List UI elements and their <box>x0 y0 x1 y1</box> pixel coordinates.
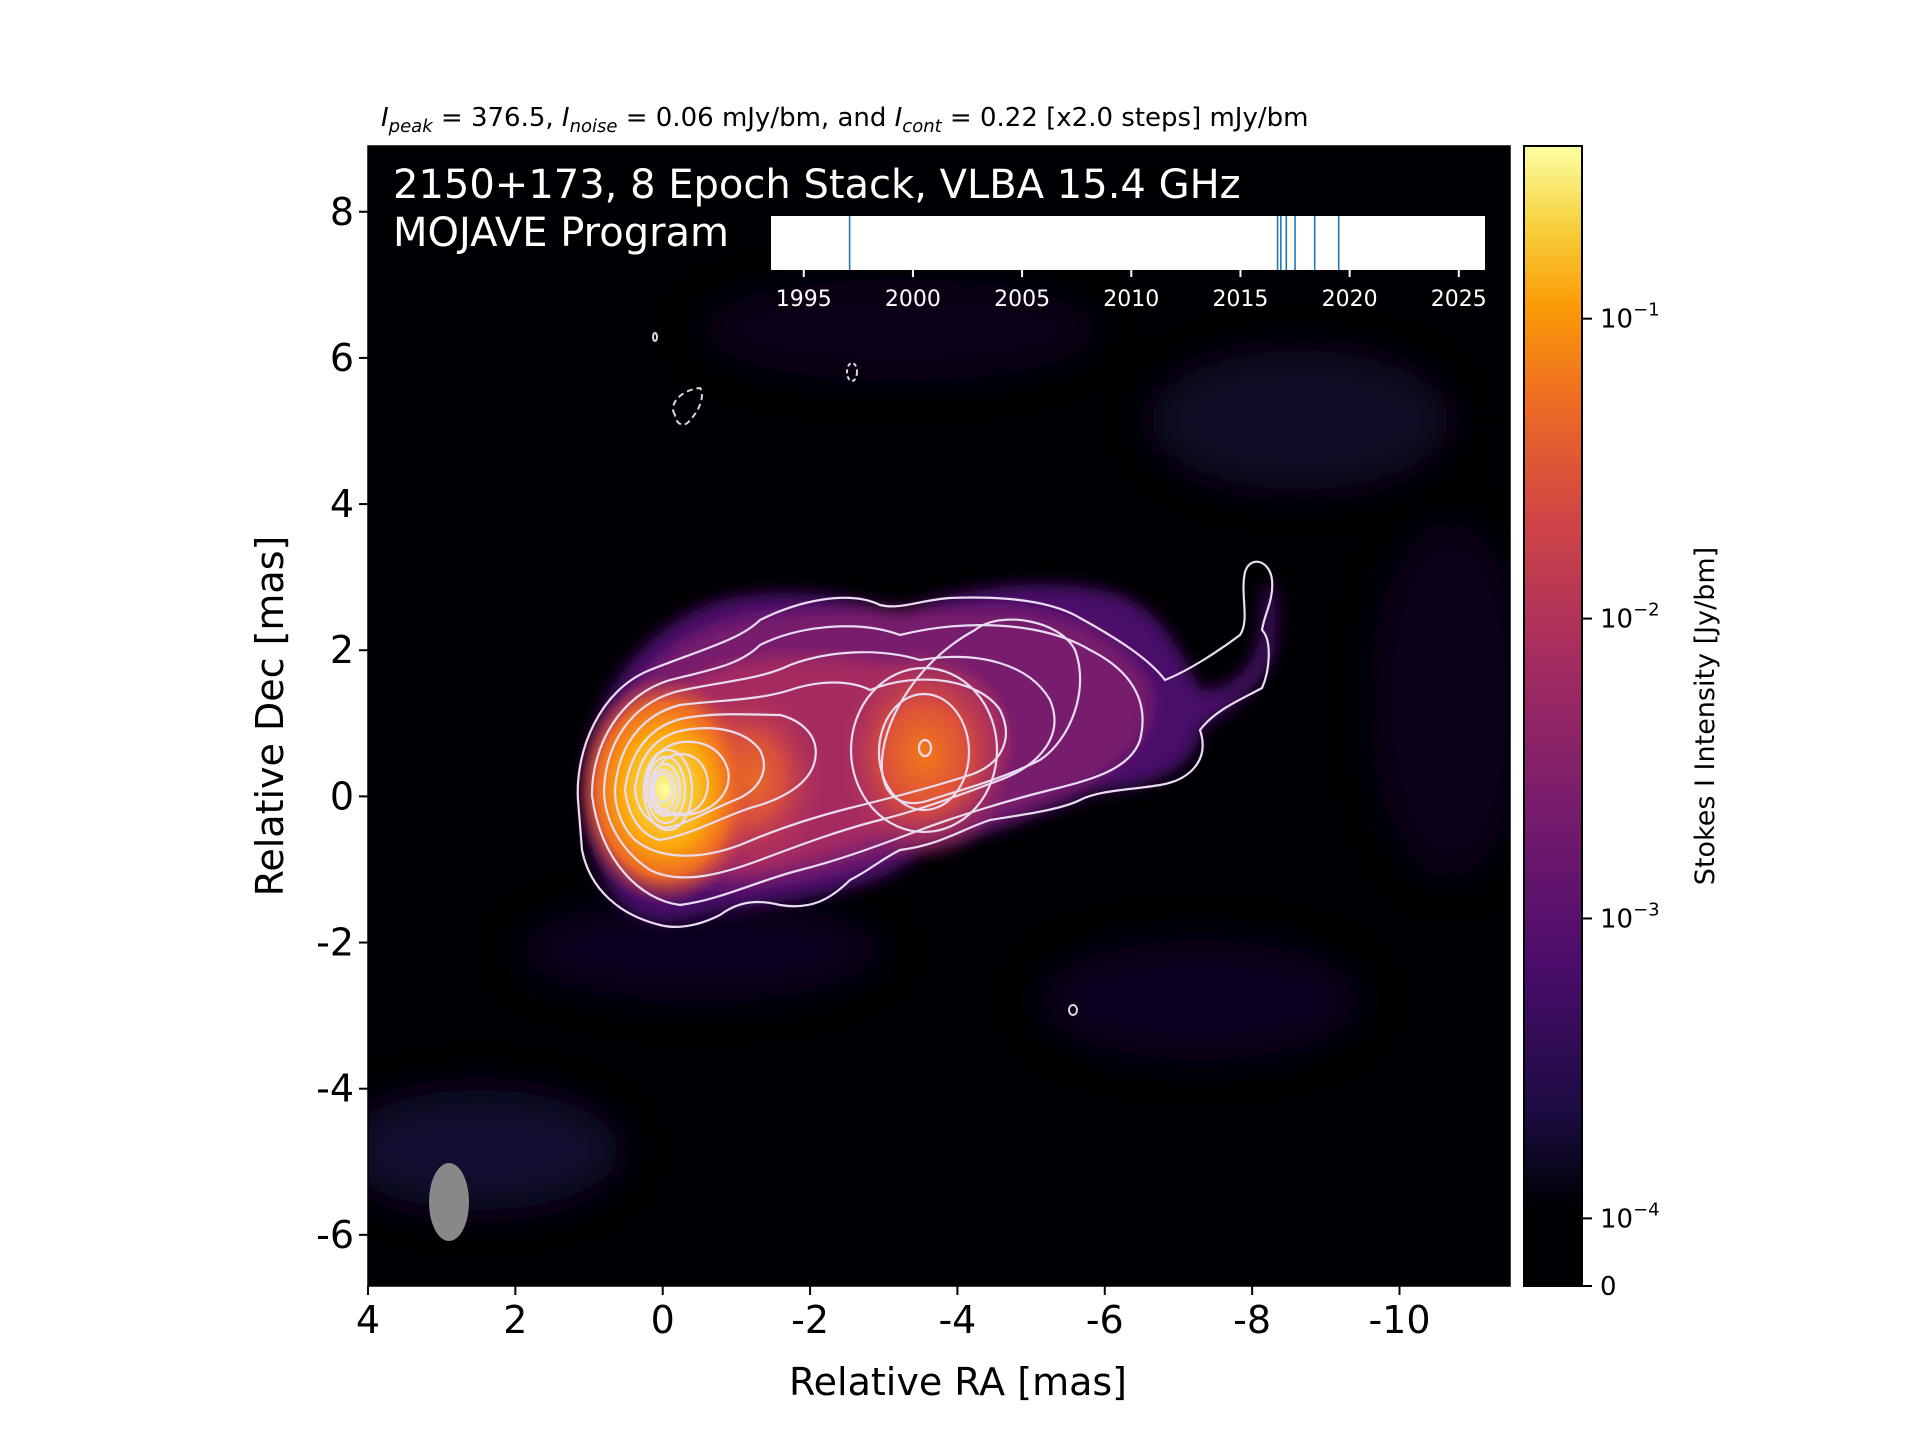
colorbar-gradient <box>1523 145 1583 1287</box>
overlay-title: 2150+173, 8 Epoch Stack, VLBA 15.4 GHz <box>393 162 1241 208</box>
y-tick-label: -2 <box>316 921 354 965</box>
timeline-box <box>771 216 1485 270</box>
x-axis-label: Relative RA [mas] <box>789 1360 1127 1404</box>
y-tick-label: 8 <box>330 190 354 234</box>
header-stats: Ipeak = 376.5, Inoise = 0.06 mJy/bm, and… <box>381 103 1308 137</box>
overlay-subtitle: MOJAVE Program <box>393 210 729 256</box>
contour-outer <box>576 560 1274 929</box>
x-tick-label: -4 <box>938 1298 976 1342</box>
x-tick-label: -6 <box>1086 1298 1124 1342</box>
timeline-tick-label: 2010 <box>1103 287 1159 312</box>
x-tick-label: 2 <box>503 1298 527 1342</box>
x-tick-label: 0 <box>651 1298 675 1342</box>
timeline-tick-label: 2025 <box>1431 287 1487 312</box>
timeline-tick-label: 2015 <box>1212 287 1268 312</box>
intensity-map <box>367 145 1511 1287</box>
epoch-timeline: 1995 2000 2005 2010 2015 2020 2025 <box>771 216 1487 312</box>
y-tick-label: 2 <box>330 628 354 672</box>
y-tick-label: -4 <box>316 1067 354 1111</box>
timeline-tick-label: 2020 <box>1322 287 1378 312</box>
x-tick-label: 4 <box>356 1298 380 1342</box>
y-tick-label: 6 <box>330 336 354 380</box>
colorbar-tick-label: 10−2 <box>1600 600 1660 635</box>
y-axis-label: Relative Dec [mas] <box>248 536 292 897</box>
colorbar-ticks: 10−1 10−2 10−3 10−4 0 <box>1582 300 1660 1302</box>
colorbar-tick-label: 10−3 <box>1600 899 1660 934</box>
noise-contours <box>652 332 1078 1016</box>
x-axis: 4 2 0 -2 -4 -6 -8 -10 <box>356 1286 1431 1342</box>
colorbar-label: Stokes I Intensity [Jy/bm] <box>1690 547 1721 885</box>
timeline-tick-label: 2000 <box>885 287 941 312</box>
x-tick-label: -8 <box>1233 1298 1271 1342</box>
x-tick-label: -2 <box>791 1298 829 1342</box>
contours <box>576 560 1274 929</box>
beam-ellipse <box>429 1163 469 1241</box>
colorbar: 10−1 10−2 10−3 10−4 0 Stokes I Intensity [Jy… <box>1523 145 1721 1302</box>
colorbar-tick-label: 10−4 <box>1600 1199 1660 1234</box>
y-axis: 8 6 4 2 0 -2 -4 -6 <box>316 190 368 1257</box>
y-tick-label: -6 <box>316 1213 354 1257</box>
y-tick-label: 4 <box>330 482 354 526</box>
timeline-tick-label: 1995 <box>776 287 832 312</box>
colorbar-tick-label: 10−1 <box>1600 300 1660 335</box>
noise-haze <box>368 280 1510 1210</box>
timeline-tick-label: 2005 <box>994 287 1050 312</box>
y-tick-label: 0 <box>330 774 354 818</box>
colorbar-tick-label: 0 <box>1600 1272 1617 1302</box>
x-tick-label: -10 <box>1368 1298 1430 1342</box>
